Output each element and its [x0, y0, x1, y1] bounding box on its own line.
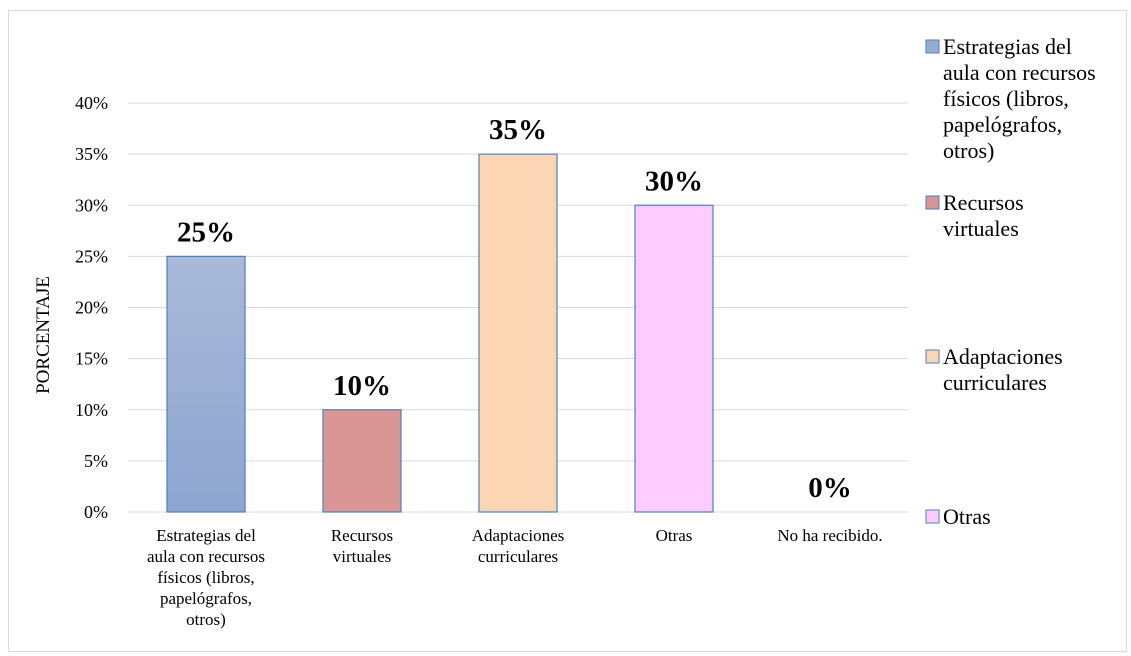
x-axis-categories: Estrategias del aula con recursos físicos … — [147, 526, 883, 629]
y-tick-label: 30% — [75, 195, 108, 215]
y-tick-label: 10% — [75, 400, 108, 420]
data-label: 25% — [177, 216, 235, 248]
y-axis-ticks: 0% 5% 10% 15% 20% 25% 30% 35% 40% — [75, 93, 108, 522]
legend-label: Otras — [943, 504, 991, 529]
data-label: 30% — [645, 165, 703, 197]
category-label: Adaptaciones curriculares — [472, 526, 565, 566]
bar — [166, 255, 246, 513]
legend-swatch — [925, 39, 940, 54]
data-labels: 25% 10% 35% 30% 0% — [177, 114, 852, 504]
y-tick-label: 20% — [75, 298, 108, 318]
legend-label: Estrategias del aula con recursos físicos … — [943, 34, 1096, 163]
y-tick-label: 35% — [75, 144, 108, 164]
category-label: Estrategias del aula con recursos físicos … — [147, 526, 265, 629]
category-label: Otras — [656, 526, 693, 545]
legend-item: Estrategias del aula con recursos físicos … — [925, 34, 1096, 163]
category-label: No ha recibido. — [777, 526, 882, 545]
y-axis-title: PORCENTAJE — [33, 276, 54, 394]
data-label: 0% — [808, 472, 852, 504]
bars — [166, 153, 714, 513]
y-tick-label: 0% — [84, 502, 108, 522]
legend-swatch — [925, 195, 940, 210]
data-label: 10% — [333, 370, 391, 402]
legend-item: Recursos virtuales — [925, 190, 1024, 241]
bar — [478, 153, 558, 513]
y-tick-label: 40% — [75, 93, 108, 113]
legend-swatch — [925, 509, 940, 524]
legend-label: Recursos virtuales — [943, 190, 1024, 241]
legend-item: Otras — [925, 504, 991, 529]
bar — [634, 204, 714, 513]
y-tick-label: 15% — [75, 349, 108, 369]
legend-swatch — [925, 349, 940, 364]
legend-item: Adaptaciones curriculares — [925, 344, 1063, 395]
legend: Estrategias del aula con recursos físicos … — [925, 34, 1096, 529]
y-tick-label: 25% — [75, 246, 108, 266]
bar — [322, 409, 402, 513]
legend-label: Adaptaciones curriculares — [943, 344, 1063, 395]
y-tick-label: 5% — [84, 451, 108, 471]
data-label: 35% — [489, 114, 547, 146]
category-label: Recursos virtuales — [331, 526, 393, 566]
